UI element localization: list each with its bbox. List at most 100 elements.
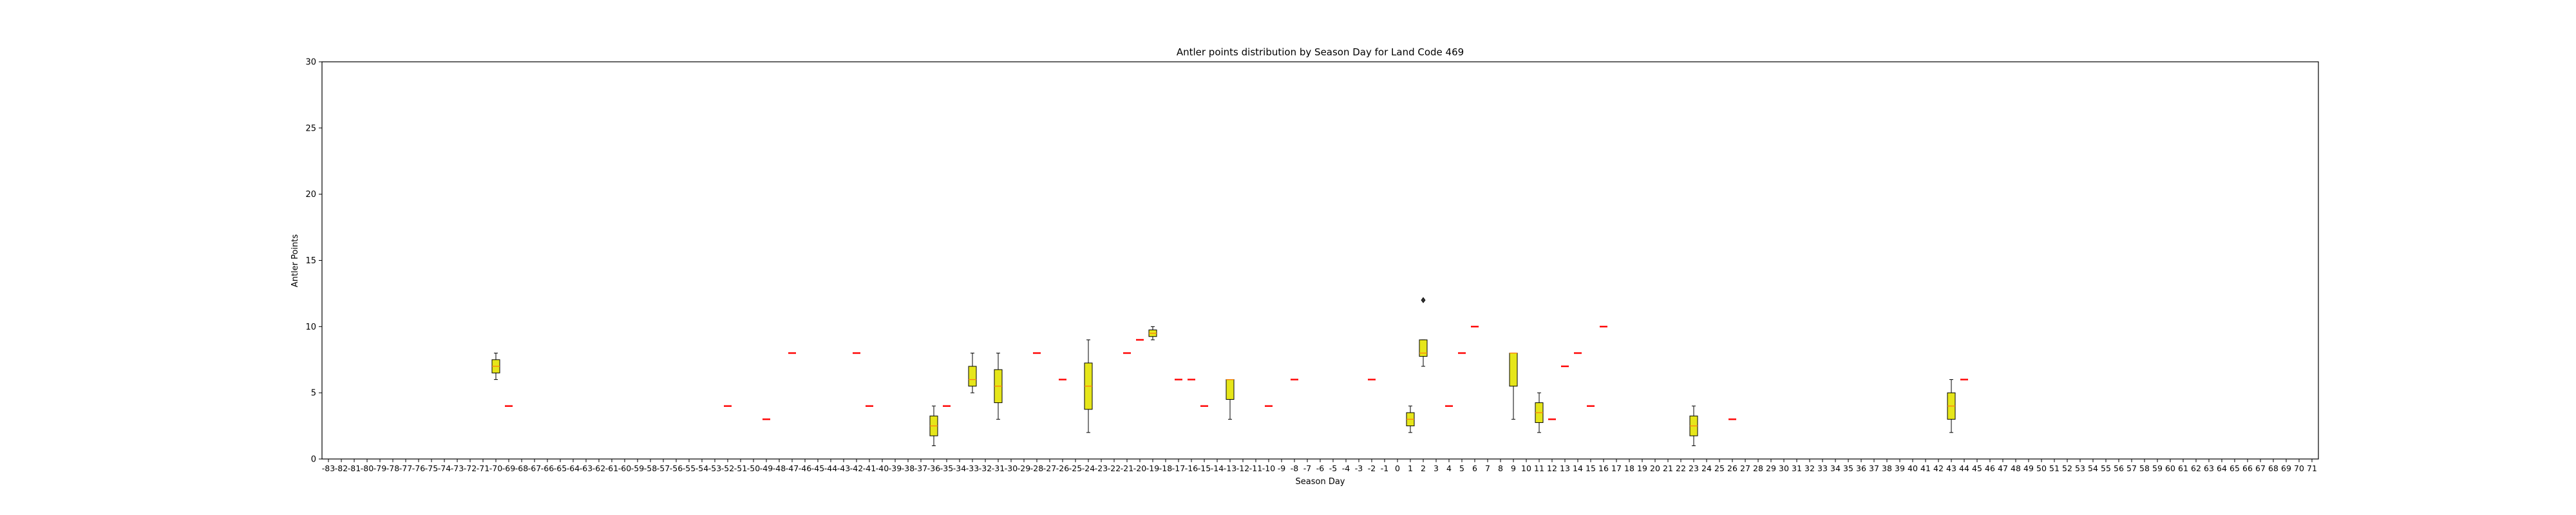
plot-area-frame	[321, 61, 2319, 460]
box-day--19	[1148, 326, 1157, 341]
box-day-23	[1689, 406, 1698, 446]
x-tick-label: -61	[605, 464, 618, 473]
x-tick-label: -10	[1262, 464, 1275, 473]
x-tick-label: -15	[1198, 464, 1211, 473]
x-tick-label: 16	[1598, 464, 1609, 473]
x-tick-label: -67	[528, 464, 541, 473]
y-tick-label: 0	[311, 455, 316, 465]
x-tick-label: -33	[966, 464, 979, 473]
x-tick-label: -74	[438, 464, 451, 473]
x-tick-label: 49	[2023, 464, 2034, 473]
x-tick-label: 43	[1946, 464, 1956, 473]
x-tick-label: -55	[683, 464, 696, 473]
x-tick-label: 68	[2268, 464, 2278, 473]
y-tick-label: 15	[305, 256, 316, 266]
x-tick-label: 23	[1689, 464, 1699, 473]
x-tick-label: 57	[2126, 464, 2137, 473]
x-tick-label: 3	[1434, 464, 1439, 473]
x-tick-label: 59	[2152, 464, 2163, 473]
x-tick-label: -81	[348, 464, 361, 473]
x-tick-label: 7	[1485, 464, 1490, 473]
x-tick-label: -30	[1005, 464, 1018, 473]
x-tick-label: -63	[580, 464, 592, 473]
x-tick-label: -77	[399, 464, 412, 473]
box-day--33	[968, 352, 977, 393]
x-tick-label: -11	[1249, 464, 1262, 473]
x-tick-label: 11	[1534, 464, 1544, 473]
x-tick-label: 42	[1933, 464, 1944, 473]
x-tick-label: 33	[1817, 464, 1828, 473]
x-tick-label: -64	[567, 464, 580, 473]
x-tick-label: -62	[592, 464, 605, 473]
x-tick-label: 48	[2011, 464, 2021, 473]
x-tick-label: -12	[1236, 464, 1249, 473]
plot-marks	[491, 297, 1968, 446]
x-tick-label: 15	[1586, 464, 1596, 473]
x-tick-label: -49	[760, 464, 773, 473]
x-tick-label: -71	[477, 464, 489, 473]
x-tick-label: -19	[1146, 464, 1159, 473]
x-tick-label: -20	[1133, 464, 1146, 473]
x-tick-label: -27	[1043, 464, 1056, 473]
x-tick-label: -29	[1018, 464, 1030, 473]
interquartile-box	[1419, 339, 1428, 357]
x-tick-label: 55	[2101, 464, 2111, 473]
box-day-2	[1419, 297, 1428, 367]
x-tick-label: -42	[850, 464, 863, 473]
x-tick-label: 27	[1740, 464, 1750, 473]
x-tick-label: 65	[2230, 464, 2240, 473]
box-day-43	[1947, 379, 1956, 433]
x-tick-label: 14	[1573, 464, 1583, 473]
x-tick-label: -51	[734, 464, 747, 473]
x-tick-label: -53	[708, 464, 721, 473]
x-tick-label: 66	[2242, 464, 2253, 473]
x-tick-label: -13	[1224, 464, 1236, 473]
x-tick-label: -17	[1172, 464, 1185, 473]
x-tick-label: 18	[1624, 464, 1634, 473]
x-tick-label: 63	[2204, 464, 2214, 473]
box-day-1	[1406, 406, 1415, 433]
x-tick-label: -83	[322, 464, 335, 473]
x-tick-label: -73	[451, 464, 464, 473]
x-tick-label: -35	[940, 464, 953, 473]
x-tick-label: -40	[876, 464, 889, 473]
box-day--13	[1226, 379, 1235, 420]
x-tick-label: -52	[721, 464, 734, 473]
x-tick-label: 10	[1521, 464, 1531, 473]
x-tick-label: -78	[386, 464, 399, 473]
x-tick-label: -26	[1056, 464, 1069, 473]
x-tick-label: 26	[1727, 464, 1738, 473]
x-tick-label: -4	[1342, 464, 1350, 473]
y-tick-label: 25	[305, 124, 316, 133]
y-tick-label: 20	[305, 190, 316, 200]
x-tick-label: 28	[1753, 464, 1763, 473]
x-tick-label: 51	[2049, 464, 2060, 473]
x-tick-label: -41	[863, 464, 876, 473]
x-tick-label: 36	[1856, 464, 1866, 473]
box-day--70	[491, 352, 500, 380]
x-tick-label: 6	[1472, 464, 1477, 473]
x-tick-label: -75	[425, 464, 438, 473]
x-tick-label: -7	[1303, 464, 1311, 473]
x-tick-label: 13	[1560, 464, 1570, 473]
x-tick-label: 40	[1908, 464, 1918, 473]
x-tick-label: -38	[902, 464, 914, 473]
x-tick-label: 21	[1663, 464, 1673, 473]
x-tick-label: 20	[1650, 464, 1660, 473]
x-tick-label: 58	[2139, 464, 2150, 473]
box-day-9	[1509, 352, 1518, 420]
x-tick-label: -2	[1368, 464, 1376, 473]
x-tick-label: 32	[1804, 464, 1815, 473]
x-tick-label: 34	[1830, 464, 1841, 473]
x-tick-label: 47	[1998, 464, 2008, 473]
x-tick-label: 50	[2036, 464, 2047, 473]
x-tick-label: -79	[374, 464, 386, 473]
x-tick-label: -65	[554, 464, 567, 473]
x-tick-label: -36	[927, 464, 940, 473]
x-tick-label: 24	[1701, 464, 1712, 473]
x-tick-label: 60	[2165, 464, 2175, 473]
x-tick-label: 0	[1395, 464, 1400, 473]
x-tick-label: -21	[1121, 464, 1133, 473]
x-tick-label: 53	[2075, 464, 2085, 473]
